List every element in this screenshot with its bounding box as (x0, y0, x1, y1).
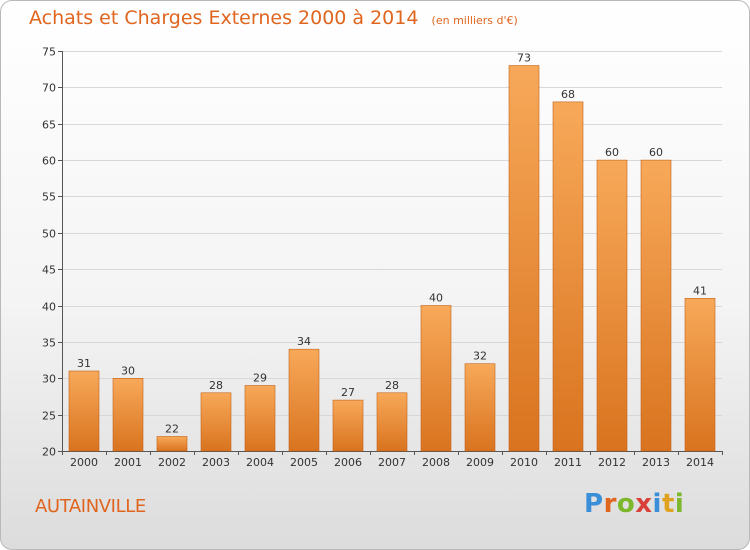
data-label-2014: 41 (693, 284, 707, 297)
logo-letter: o (616, 489, 636, 519)
data-label-2004: 29 (253, 372, 267, 385)
x-tick-label-2012: 2012 (598, 456, 626, 469)
data-label-2010: 73 (517, 52, 531, 65)
bar-2013 (640, 159, 672, 452)
place-name: AUTAINVILLE (35, 496, 146, 517)
data-label-2007: 28 (385, 379, 399, 392)
data-label-2000: 31 (77, 357, 91, 370)
x-tick-label-2007: 2007 (378, 456, 406, 469)
y-tick-label: 45 (42, 264, 56, 277)
y-tick-label: 50 (42, 228, 56, 241)
x-tick-label-2008: 2008 (422, 456, 450, 469)
bar-2012 (596, 159, 628, 452)
x-tick-label-2014: 2014 (686, 456, 714, 469)
bar-2009 (464, 363, 496, 452)
bar-2005 (288, 348, 320, 452)
y-tick-label: 60 (42, 155, 56, 168)
logo-letter: x (635, 489, 653, 519)
y-tick-label: 20 (42, 446, 56, 459)
logo-letter: r (603, 489, 617, 519)
x-tick-label-2005: 2005 (290, 456, 318, 469)
bar-2006 (332, 399, 364, 452)
y-tick-label: 25 (42, 410, 56, 423)
title-block: Achats et Charges Externes 2000 à 2014 (… (29, 7, 518, 29)
y-tick-label: 30 (42, 373, 56, 386)
x-tick-label-2002: 2002 (158, 456, 186, 469)
chart-unit-note: (en milliers d'€) (431, 14, 518, 27)
logo-letter: i (674, 489, 685, 519)
bar-2003 (200, 392, 232, 452)
data-label-2009: 32 (473, 350, 487, 363)
x-tick-label-2009: 2009 (466, 456, 494, 469)
chart-title: Achats et Charges Externes 2000 à 2014 (29, 7, 419, 29)
bar-2008 (420, 305, 452, 452)
axes (58, 51, 723, 455)
data-label-2008: 40 (429, 292, 443, 305)
x-tick-label-2001: 2001 (114, 456, 142, 469)
x-tick-label-2006: 2006 (334, 456, 362, 469)
data-label-2012: 60 (605, 146, 619, 159)
labels: 20 25 30 35 40 45 50 55 60 65 70 75 31 2000 30 2001 22 20… (42, 46, 714, 470)
y-tick-label: 35 (42, 337, 56, 350)
bar-2004 (244, 385, 276, 452)
y-tick-label: 65 (42, 119, 56, 132)
proxiti-logo: Proxiti (584, 489, 684, 519)
x-tick-label-2004: 2004 (246, 456, 274, 469)
y-tick-label: 55 (42, 191, 56, 204)
data-label-2013: 60 (649, 146, 663, 159)
y-tick-label: 70 (42, 82, 56, 95)
data-label-2003: 28 (209, 379, 223, 392)
data-label-2011: 68 (561, 88, 575, 101)
bar-2010 (508, 65, 540, 452)
y-tick-label: 75 (42, 46, 56, 59)
bar-2007 (376, 392, 408, 452)
logo-letter: t (661, 489, 675, 519)
bar-2002 (156, 436, 188, 452)
data-label-2001: 30 (121, 364, 135, 377)
logo-letter: i (652, 489, 662, 519)
bars (68, 65, 716, 452)
x-tick-label-2013: 2013 (642, 456, 670, 469)
x-tick-label-2010: 2010 (510, 456, 538, 469)
bar-2014 (684, 297, 716, 452)
bar-2011 (552, 101, 584, 452)
x-tick-label-2003: 2003 (202, 456, 230, 469)
data-label-2006: 27 (341, 386, 355, 399)
x-tick-label-2011: 2011 (554, 456, 582, 469)
bar-2000 (68, 370, 100, 452)
y-tick-label: 40 (42, 301, 56, 314)
x-tick-label-2000: 2000 (70, 456, 98, 469)
bar-2001 (112, 377, 144, 452)
data-label-2002: 22 (165, 423, 179, 436)
logo-letter: P (584, 489, 604, 519)
data-label-2005: 34 (297, 335, 311, 348)
